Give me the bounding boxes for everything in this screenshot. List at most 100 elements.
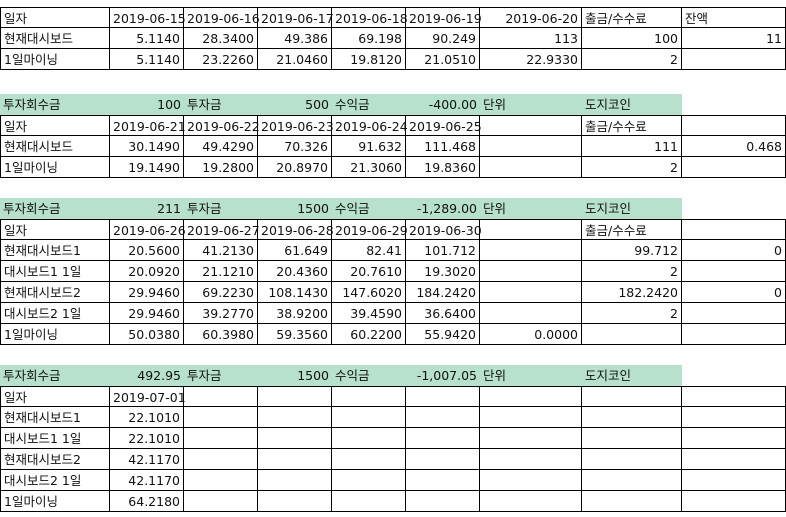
- row-label[interactable]: 대시보드2 1일: [0, 470, 110, 491]
- date-header-cell[interactable]: 2019-06-29: [332, 219, 408, 240]
- value-cell[interactable]: 90.249: [406, 28, 480, 49]
- value-cell[interactable]: 20.4360: [258, 261, 332, 282]
- value-cell[interactable]: 19.8360: [406, 157, 480, 178]
- date-header-cell[interactable]: [184, 386, 258, 407]
- value-cell[interactable]: [258, 449, 332, 470]
- row-label[interactable]: 대시보드1 1일: [0, 428, 110, 449]
- date-header-cell[interactable]: [682, 115, 786, 136]
- summary-cell[interactable]: 500: [258, 94, 332, 115]
- value-cell[interactable]: [258, 428, 332, 449]
- value-cell[interactable]: [406, 470, 480, 491]
- value-cell[interactable]: 20.5600: [110, 240, 184, 261]
- value-cell[interactable]: [682, 157, 786, 178]
- date-header-cell[interactable]: 2019-06-17: [258, 7, 334, 28]
- value-cell[interactable]: 0.0000: [480, 324, 582, 345]
- value-cell[interactable]: [184, 491, 258, 512]
- value-cell[interactable]: 20.8970: [258, 157, 332, 178]
- date-header-cell[interactable]: 출금/수수료: [582, 219, 682, 240]
- row-label[interactable]: 대시보드2 1일: [0, 303, 110, 324]
- row-label[interactable]: 현재대시보드: [0, 28, 110, 49]
- date-header-cell[interactable]: [406, 386, 480, 407]
- value-cell[interactable]: 100: [582, 28, 682, 49]
- value-cell[interactable]: 99.712: [582, 240, 682, 261]
- summary-cell[interactable]: 단위: [480, 94, 582, 115]
- value-cell[interactable]: [582, 324, 682, 345]
- value-cell[interactable]: 28.3400: [184, 28, 258, 49]
- date-header-cell[interactable]: [480, 219, 582, 240]
- date-header-cell[interactable]: 2019-06-22: [184, 115, 260, 136]
- date-header-cell[interactable]: 2019-07-01: [110, 386, 186, 407]
- value-cell[interactable]: [480, 240, 582, 261]
- date-header-cell[interactable]: 2019-06-16: [184, 7, 260, 28]
- summary-cell[interactable]: 1500: [258, 365, 332, 386]
- summary-cell[interactable]: 도지코인: [582, 94, 682, 115]
- value-cell[interactable]: [480, 491, 582, 512]
- value-cell[interactable]: [682, 303, 786, 324]
- summary-cell[interactable]: 1500: [258, 198, 332, 219]
- value-cell[interactable]: [480, 428, 582, 449]
- summary-cell[interactable]: 수익금: [332, 198, 406, 219]
- value-cell[interactable]: 184.2420: [406, 282, 480, 303]
- value-cell[interactable]: [480, 136, 582, 157]
- value-cell[interactable]: 30.1490: [110, 136, 184, 157]
- value-cell[interactable]: 41.2130: [184, 240, 258, 261]
- value-cell[interactable]: [682, 470, 786, 491]
- summary-cell[interactable]: 투자회수금: [0, 198, 110, 219]
- value-cell[interactable]: 82.41: [332, 240, 406, 261]
- summary-cell[interactable]: 도지코인: [582, 365, 682, 386]
- value-cell[interactable]: 61.649: [258, 240, 332, 261]
- date-header-cell[interactable]: 2019-06-15: [110, 7, 186, 28]
- value-cell[interactable]: 91.632: [332, 136, 406, 157]
- value-cell[interactable]: [682, 428, 786, 449]
- date-header-cell[interactable]: 2019-06-26: [110, 219, 186, 240]
- value-cell[interactable]: 147.6020: [332, 282, 406, 303]
- date-header-cell[interactable]: [682, 219, 786, 240]
- value-cell[interactable]: 21.0460: [258, 49, 332, 70]
- value-cell[interactable]: 21.1210: [184, 261, 258, 282]
- date-header-cell[interactable]: [682, 386, 786, 407]
- date-header-cell[interactable]: 2019-06-20: [480, 7, 582, 28]
- summary-cell[interactable]: 단위: [480, 365, 582, 386]
- value-cell[interactable]: 2: [582, 261, 682, 282]
- value-cell[interactable]: 182.2420: [582, 282, 682, 303]
- value-cell[interactable]: 69.2230: [184, 282, 258, 303]
- value-cell[interactable]: 113: [480, 28, 582, 49]
- value-cell[interactable]: [258, 470, 332, 491]
- value-cell[interactable]: 70.326: [258, 136, 332, 157]
- date-header-cell[interactable]: 2019-06-23: [258, 115, 334, 136]
- value-cell[interactable]: 2: [582, 303, 682, 324]
- value-cell[interactable]: 42.1170: [110, 470, 184, 491]
- summary-cell[interactable]: 211: [110, 198, 184, 219]
- date-header-cell[interactable]: 출금/수수료: [582, 115, 682, 136]
- value-cell[interactable]: 5.1140: [110, 49, 184, 70]
- date-header-cell[interactable]: 2019-06-19: [406, 7, 482, 28]
- date-header-cell[interactable]: 2019-06-18: [332, 7, 408, 28]
- value-cell[interactable]: 0: [682, 282, 786, 303]
- value-cell[interactable]: [332, 470, 406, 491]
- row-label[interactable]: 일자: [0, 386, 110, 407]
- value-cell[interactable]: 2: [582, 157, 682, 178]
- summary-cell[interactable]: -1,289.00: [406, 198, 480, 219]
- date-header-cell[interactable]: [480, 386, 582, 407]
- value-cell[interactable]: 111: [582, 136, 682, 157]
- value-cell[interactable]: 29.9460: [110, 282, 184, 303]
- value-cell[interactable]: [332, 407, 406, 428]
- date-header-cell[interactable]: 2019-06-27: [184, 219, 260, 240]
- value-cell[interactable]: 21.0510: [406, 49, 480, 70]
- value-cell[interactable]: [682, 324, 786, 345]
- summary-cell[interactable]: 492.95: [110, 365, 184, 386]
- value-cell[interactable]: 19.2800: [184, 157, 258, 178]
- row-label[interactable]: 1일마이닝: [0, 49, 110, 70]
- value-cell[interactable]: [480, 407, 582, 428]
- value-cell[interactable]: [184, 407, 258, 428]
- value-cell[interactable]: 39.4590: [332, 303, 406, 324]
- summary-cell[interactable]: 단위: [480, 198, 582, 219]
- value-cell[interactable]: 64.2180: [110, 491, 184, 512]
- value-cell[interactable]: 36.6400: [406, 303, 480, 324]
- value-cell[interactable]: [480, 449, 582, 470]
- date-header-cell[interactable]: 출금/수수료: [582, 7, 682, 28]
- value-cell[interactable]: [582, 470, 682, 491]
- value-cell[interactable]: 23.2260: [184, 49, 258, 70]
- value-cell[interactable]: [582, 449, 682, 470]
- date-header-cell[interactable]: 잔액: [682, 7, 786, 28]
